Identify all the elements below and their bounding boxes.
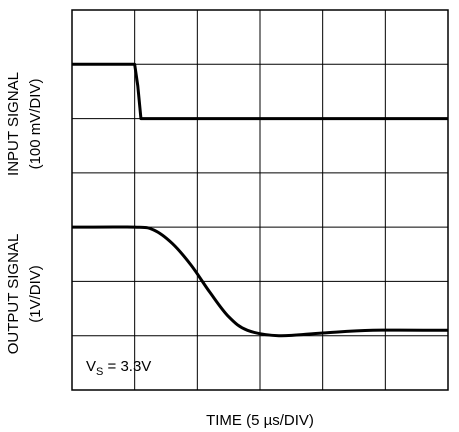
plot-frame [71, 9, 449, 391]
y-label-input-line2: (100 mV/DIV) [27, 79, 44, 170]
vs-annotation-sub: S [96, 366, 103, 378]
vs-annotation-rest: = 3.3V [103, 358, 151, 375]
x-axis-label: TIME (5 µs/DIV) [206, 412, 314, 429]
output-signal-trace [71, 225, 449, 338]
traces [71, 62, 449, 338]
y-label-input-line1: INPUT SIGNAL [5, 72, 22, 176]
input-signal-trace [72, 62, 448, 121]
vs-annotation: VS = 3.3V [86, 358, 151, 378]
vs-annotation-main: V [86, 358, 96, 375]
y-label-output-line1: OUTPUT SIGNAL [5, 234, 22, 355]
y-label-output-line2: (1V/DIV) [27, 265, 44, 323]
